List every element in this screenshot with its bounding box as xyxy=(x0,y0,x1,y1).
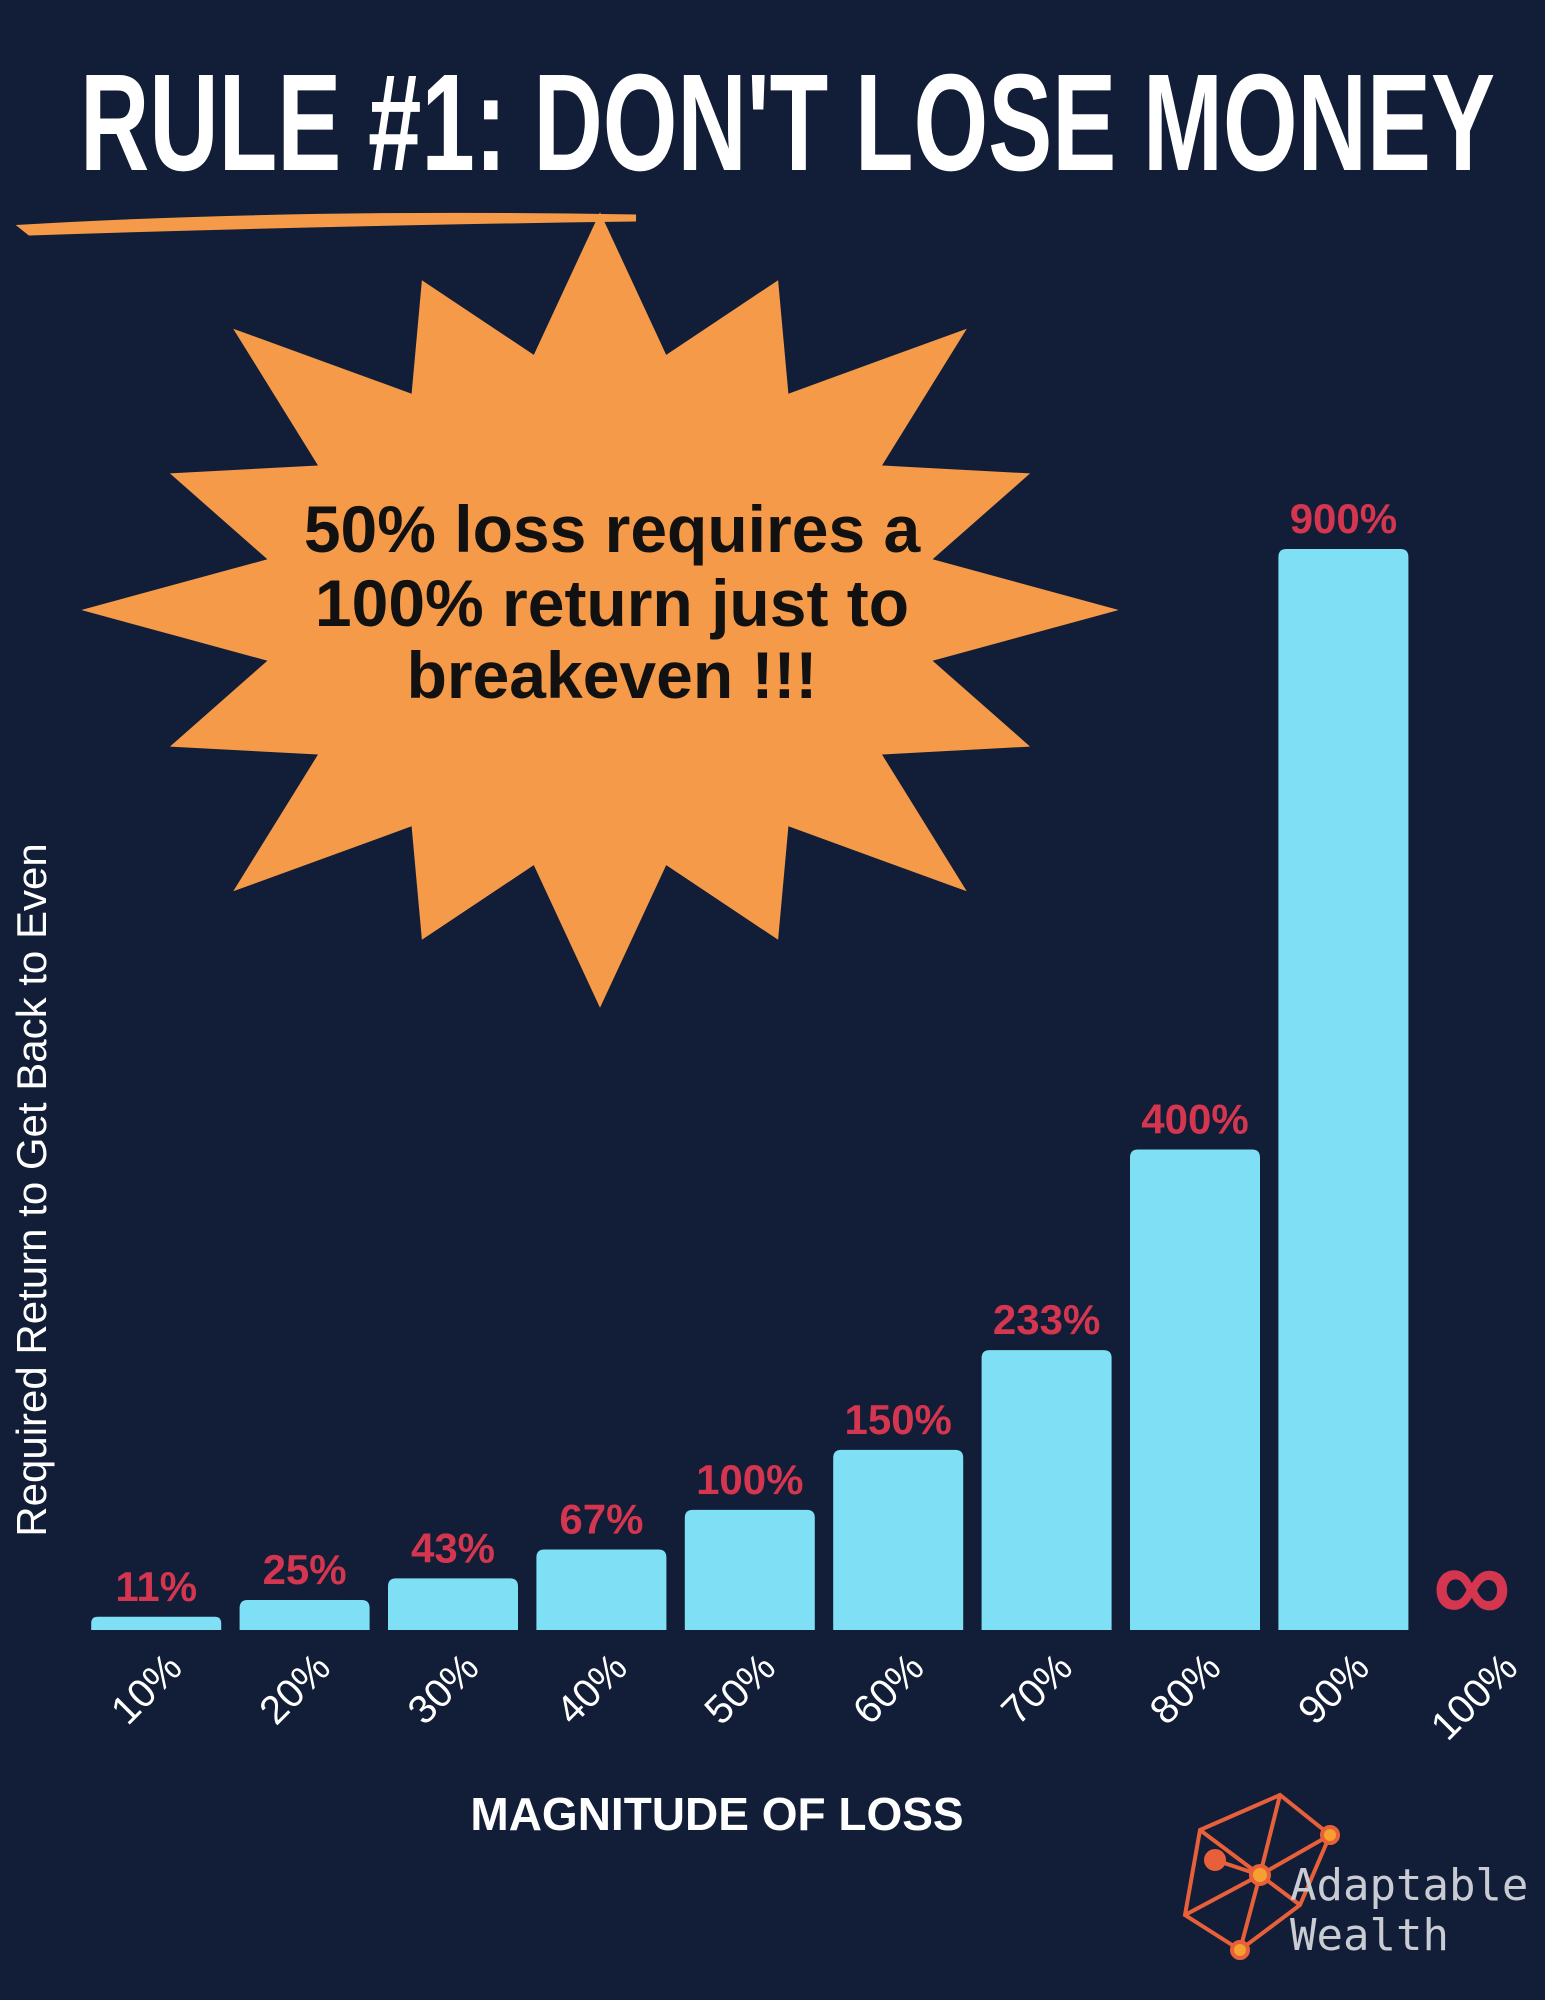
value-label: 233% xyxy=(993,1296,1100,1343)
logo-node xyxy=(1249,1864,1271,1886)
value-label: 900% xyxy=(1290,495,1397,542)
bar xyxy=(1278,549,1409,1630)
value-label: 400% xyxy=(1141,1096,1248,1143)
x-axis-label: MAGNITUDE OF LOSS xyxy=(470,1788,963,1840)
logo-text: Wealth xyxy=(1290,1910,1449,1961)
value-label: 11% xyxy=(115,1563,197,1610)
value-label: 43% xyxy=(411,1524,495,1571)
logo-node xyxy=(1320,1825,1340,1845)
value-label: 25% xyxy=(263,1546,347,1593)
bar xyxy=(833,1449,964,1630)
value-label: 100% xyxy=(696,1456,803,1503)
value-label: 150% xyxy=(844,1396,951,1443)
logo-node xyxy=(1204,1849,1226,1871)
callout-line: 50% loss requires a xyxy=(304,492,922,566)
value-label: ∞ xyxy=(1433,1523,1511,1646)
bar xyxy=(91,1616,222,1630)
bar xyxy=(1130,1149,1260,1630)
logo xyxy=(1182,1792,1340,1960)
callout: 50% loss requires a 100% return just to … xyxy=(304,492,922,712)
y-axis-label: Required Return to Get Back to Even xyxy=(8,843,55,1536)
bar xyxy=(684,1509,815,1630)
underline xyxy=(15,212,637,236)
logo-node xyxy=(1230,1940,1250,1960)
bar xyxy=(239,1599,370,1630)
starburst xyxy=(81,212,1119,1008)
value-label: 67% xyxy=(559,1496,643,1543)
callout-line: 100% return just to xyxy=(315,566,909,640)
callout-line: breakeven !!! xyxy=(407,638,818,712)
logo-text: Adaptable xyxy=(1290,1860,1528,1911)
bar xyxy=(388,1578,518,1630)
bar xyxy=(536,1549,667,1630)
chart-title: RULE #1: DON'T LOSE MONEY xyxy=(80,46,1495,200)
bar xyxy=(981,1350,1112,1630)
